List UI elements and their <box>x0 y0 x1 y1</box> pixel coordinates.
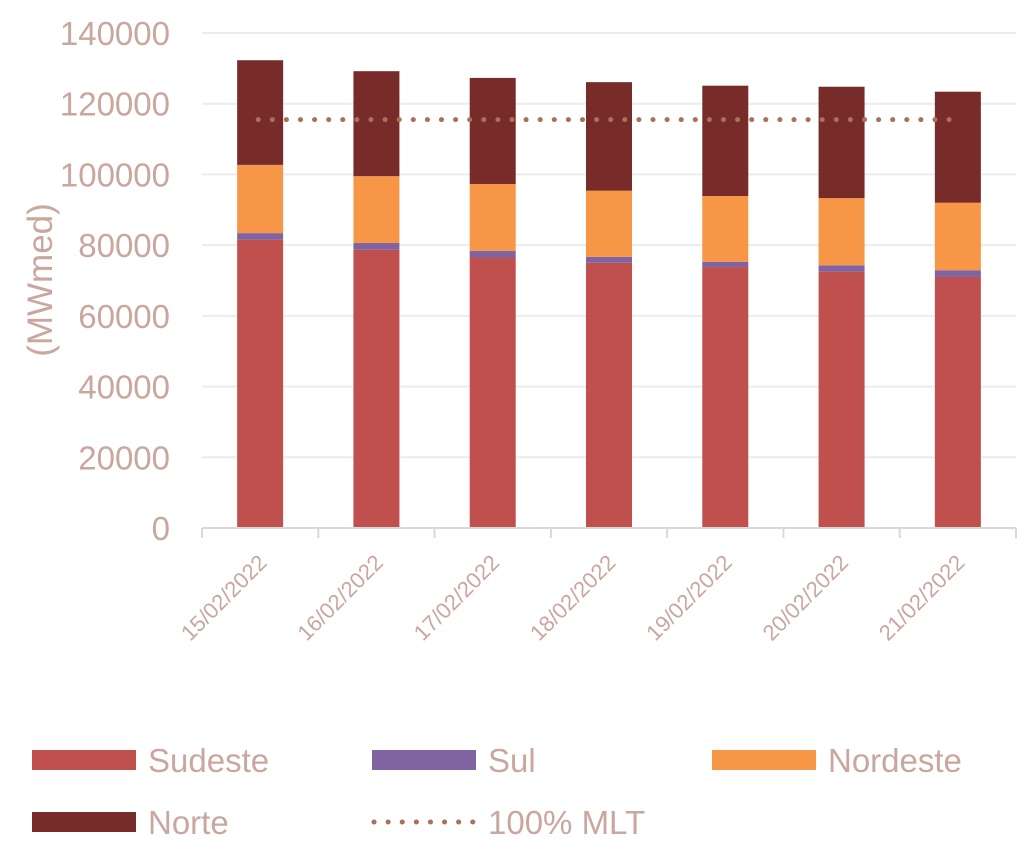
bar-segment-sudeste <box>934 276 981 528</box>
legend-label: Sul <box>488 742 536 779</box>
y-tick-label: 0 <box>152 510 170 547</box>
x-tick-label: 18/02/2022 <box>525 550 621 646</box>
bar-segment-sudeste <box>469 257 516 528</box>
y-tick-label: 140000 <box>60 15 170 52</box>
x-tick-label: 20/02/2022 <box>758 550 854 646</box>
legend-label: Sudeste <box>148 742 269 779</box>
bar-segment-sul <box>934 270 981 277</box>
bar-segment-nordeste <box>702 195 749 262</box>
y-tick-label: 40000 <box>78 369 170 406</box>
bar-segment-norte <box>469 77 516 184</box>
y-tick-label: 120000 <box>60 86 170 123</box>
y-tick-label: 80000 <box>78 227 170 264</box>
x-tick-label: 16/02/2022 <box>292 550 388 646</box>
legend-item-100-mlt: 100% MLT <box>371 804 645 841</box>
legend-swatch <box>372 750 476 770</box>
bar-segment-sudeste <box>702 267 749 528</box>
legend-label: Norte <box>148 804 229 841</box>
x-tick-label: 15/02/2022 <box>176 550 272 646</box>
legend-swatch <box>32 812 136 832</box>
bar-segment-norte <box>353 71 400 177</box>
bar-segment-sudeste <box>818 271 865 528</box>
bar-segment-sul <box>469 250 516 258</box>
bar-segment-norte <box>934 91 981 203</box>
bar-segment-sudeste <box>353 249 400 528</box>
bar-segment-sul <box>353 243 400 250</box>
legend-swatch <box>32 750 136 770</box>
bar-segment-norte <box>586 82 632 191</box>
bar-segment-sudeste <box>586 262 632 528</box>
legend-swatch <box>712 750 816 770</box>
y-axis-title: (MWmed) <box>21 203 60 357</box>
bar-segment-norte <box>818 86 865 199</box>
bar-segment-norte <box>237 60 284 165</box>
bar-segment-nordeste <box>934 202 981 271</box>
legend: Sudeste Sul Nordeste Norte 100% MLT <box>32 742 962 841</box>
legend-item-sudeste: Sudeste <box>32 742 269 779</box>
bar-segment-sul <box>818 265 865 272</box>
y-axis-ticks: 0 20000 40000 60000 80000 100000 120000 140000 <box>60 15 170 547</box>
y-tick-label: 100000 <box>60 156 170 193</box>
x-axis: 15/02/2022 16/02/2022 17/02/2022 18/02/2022… <box>176 527 1017 646</box>
bar-segment-nordeste <box>586 190 632 257</box>
bars <box>237 60 981 528</box>
bar-segment-norte <box>702 85 749 196</box>
bar-segment-sul <box>702 261 749 268</box>
legend-item-norte: Norte <box>32 804 229 841</box>
legend-item-nordeste: Nordeste <box>712 742 962 779</box>
bar-segment-sul <box>237 233 284 240</box>
x-tick-label: 21/02/2022 <box>874 550 970 646</box>
legend-label: 100% MLT <box>488 804 645 841</box>
y-tick-label: 60000 <box>78 298 170 335</box>
bar-segment-nordeste <box>237 164 284 234</box>
bar-segment-nordeste <box>469 183 516 251</box>
x-tick-label: 19/02/2022 <box>641 550 737 646</box>
y-tick-label: 20000 <box>78 439 170 476</box>
x-tick-label: 17/02/2022 <box>409 550 505 646</box>
legend-label: Nordeste <box>828 742 962 779</box>
bar-segment-sudeste <box>237 239 284 528</box>
bar-segment-sul <box>586 256 632 263</box>
bar-segment-nordeste <box>353 176 400 244</box>
bar-segment-nordeste <box>818 198 865 266</box>
legend-item-sul: Sul <box>372 742 536 779</box>
